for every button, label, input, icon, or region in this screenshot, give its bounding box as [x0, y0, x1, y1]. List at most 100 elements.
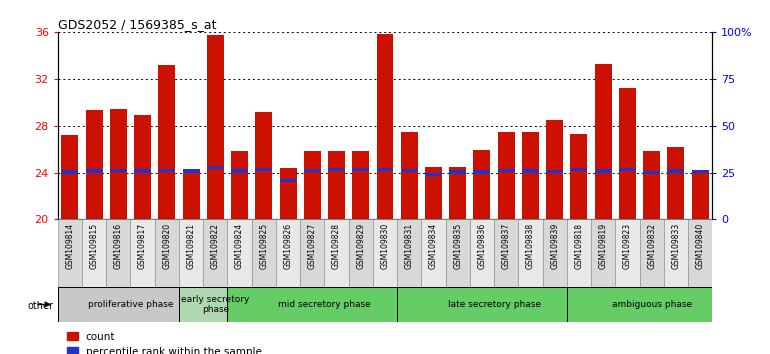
Bar	[567, 219, 591, 289]
Bar	[182, 172, 199, 219]
Text: GSM109839: GSM109839	[551, 223, 559, 269]
Text: late secretory phase: late secretory phase	[447, 300, 541, 309]
Text: GSM109817: GSM109817	[138, 223, 147, 269]
Bar	[497, 132, 514, 219]
Bar	[668, 147, 685, 219]
Text: GSM109824: GSM109824	[235, 223, 244, 269]
Bar	[110, 109, 127, 219]
Bar	[522, 132, 539, 219]
Bar	[474, 171, 490, 174]
Bar	[227, 219, 252, 289]
Bar	[446, 219, 470, 289]
Bar	[643, 171, 660, 174]
Bar	[353, 152, 370, 219]
Bar	[497, 169, 514, 172]
Bar	[591, 219, 615, 289]
Text: early secretory
phase: early secretory phase	[181, 295, 249, 314]
Bar	[276, 219, 300, 289]
Text: GSM109830: GSM109830	[380, 223, 390, 269]
Text: GSM109828: GSM109828	[332, 223, 341, 269]
Bar	[691, 171, 708, 219]
Text: GSM109834: GSM109834	[429, 223, 438, 269]
Text: GDS2052 / 1569385_s_at: GDS2052 / 1569385_s_at	[58, 18, 216, 31]
Bar	[203, 219, 227, 289]
Bar	[377, 168, 393, 171]
Bar	[207, 166, 224, 169]
Bar	[691, 170, 708, 173]
Bar	[179, 219, 203, 289]
Bar	[328, 168, 345, 171]
Bar	[518, 219, 543, 289]
Bar	[543, 219, 567, 289]
Bar	[252, 219, 276, 289]
Bar	[668, 169, 685, 173]
Text: GSM109822: GSM109822	[211, 223, 219, 269]
Bar	[425, 167, 442, 219]
Text: GSM109816: GSM109816	[114, 223, 123, 269]
Bar	[353, 167, 370, 171]
Text: GSM109835: GSM109835	[454, 223, 462, 269]
Bar	[304, 169, 321, 172]
Bar	[349, 219, 373, 289]
Bar	[571, 168, 588, 171]
Bar	[256, 112, 273, 219]
Bar	[110, 169, 127, 172]
Bar	[571, 134, 588, 219]
Text: GSM109838: GSM109838	[526, 223, 535, 269]
Bar	[640, 219, 664, 289]
Text: GSM109815: GSM109815	[89, 223, 99, 269]
Text: GSM109831: GSM109831	[405, 223, 413, 269]
Text: GSM109840: GSM109840	[695, 223, 705, 269]
Bar	[134, 169, 151, 173]
Text: GSM109814: GSM109814	[65, 223, 75, 269]
Bar	[58, 219, 82, 289]
Bar	[159, 169, 176, 172]
Text: ambiguous phase: ambiguous phase	[611, 300, 691, 309]
Text: mid secretory phase: mid secretory phase	[278, 300, 371, 309]
Text: GSM109833: GSM109833	[671, 223, 681, 269]
Text: GSM109825: GSM109825	[259, 223, 268, 269]
Bar	[85, 169, 102, 173]
Bar	[664, 219, 688, 289]
Bar	[155, 219, 179, 289]
Bar	[377, 34, 393, 219]
Text: GSM109829: GSM109829	[357, 223, 365, 269]
Bar	[397, 287, 567, 322]
Bar	[400, 169, 417, 172]
Bar	[425, 173, 442, 176]
Text: GSM109818: GSM109818	[574, 223, 584, 269]
Text: other: other	[28, 301, 54, 311]
Bar	[397, 219, 421, 289]
Text: GSM109819: GSM109819	[598, 223, 608, 269]
Bar	[449, 171, 466, 174]
Bar	[256, 168, 273, 171]
Bar	[231, 152, 248, 219]
Bar	[182, 169, 199, 173]
Bar	[688, 219, 712, 289]
Text: GSM109821: GSM109821	[186, 223, 196, 269]
Bar	[304, 152, 321, 219]
Text: GSM109836: GSM109836	[477, 223, 487, 269]
Legend: count, percentile rank within the sample: count, percentile rank within the sample	[63, 327, 266, 354]
Bar	[546, 170, 563, 173]
Text: GSM109820: GSM109820	[162, 223, 172, 269]
Text: GSM109823: GSM109823	[623, 223, 632, 269]
Bar	[207, 35, 224, 219]
Bar	[494, 219, 518, 289]
Bar	[106, 219, 130, 289]
Bar	[474, 150, 490, 219]
Bar	[643, 152, 660, 219]
Bar	[159, 65, 176, 219]
Bar	[280, 168, 296, 219]
Bar	[400, 132, 417, 219]
Bar	[546, 120, 563, 219]
Bar	[62, 135, 79, 219]
Text: GSM109832: GSM109832	[647, 223, 656, 269]
Bar	[449, 167, 466, 219]
Bar	[280, 179, 296, 182]
Bar	[62, 171, 79, 174]
Bar	[470, 219, 494, 289]
Bar	[324, 219, 349, 289]
Text: GSM109837: GSM109837	[502, 223, 511, 269]
Bar	[522, 169, 539, 173]
